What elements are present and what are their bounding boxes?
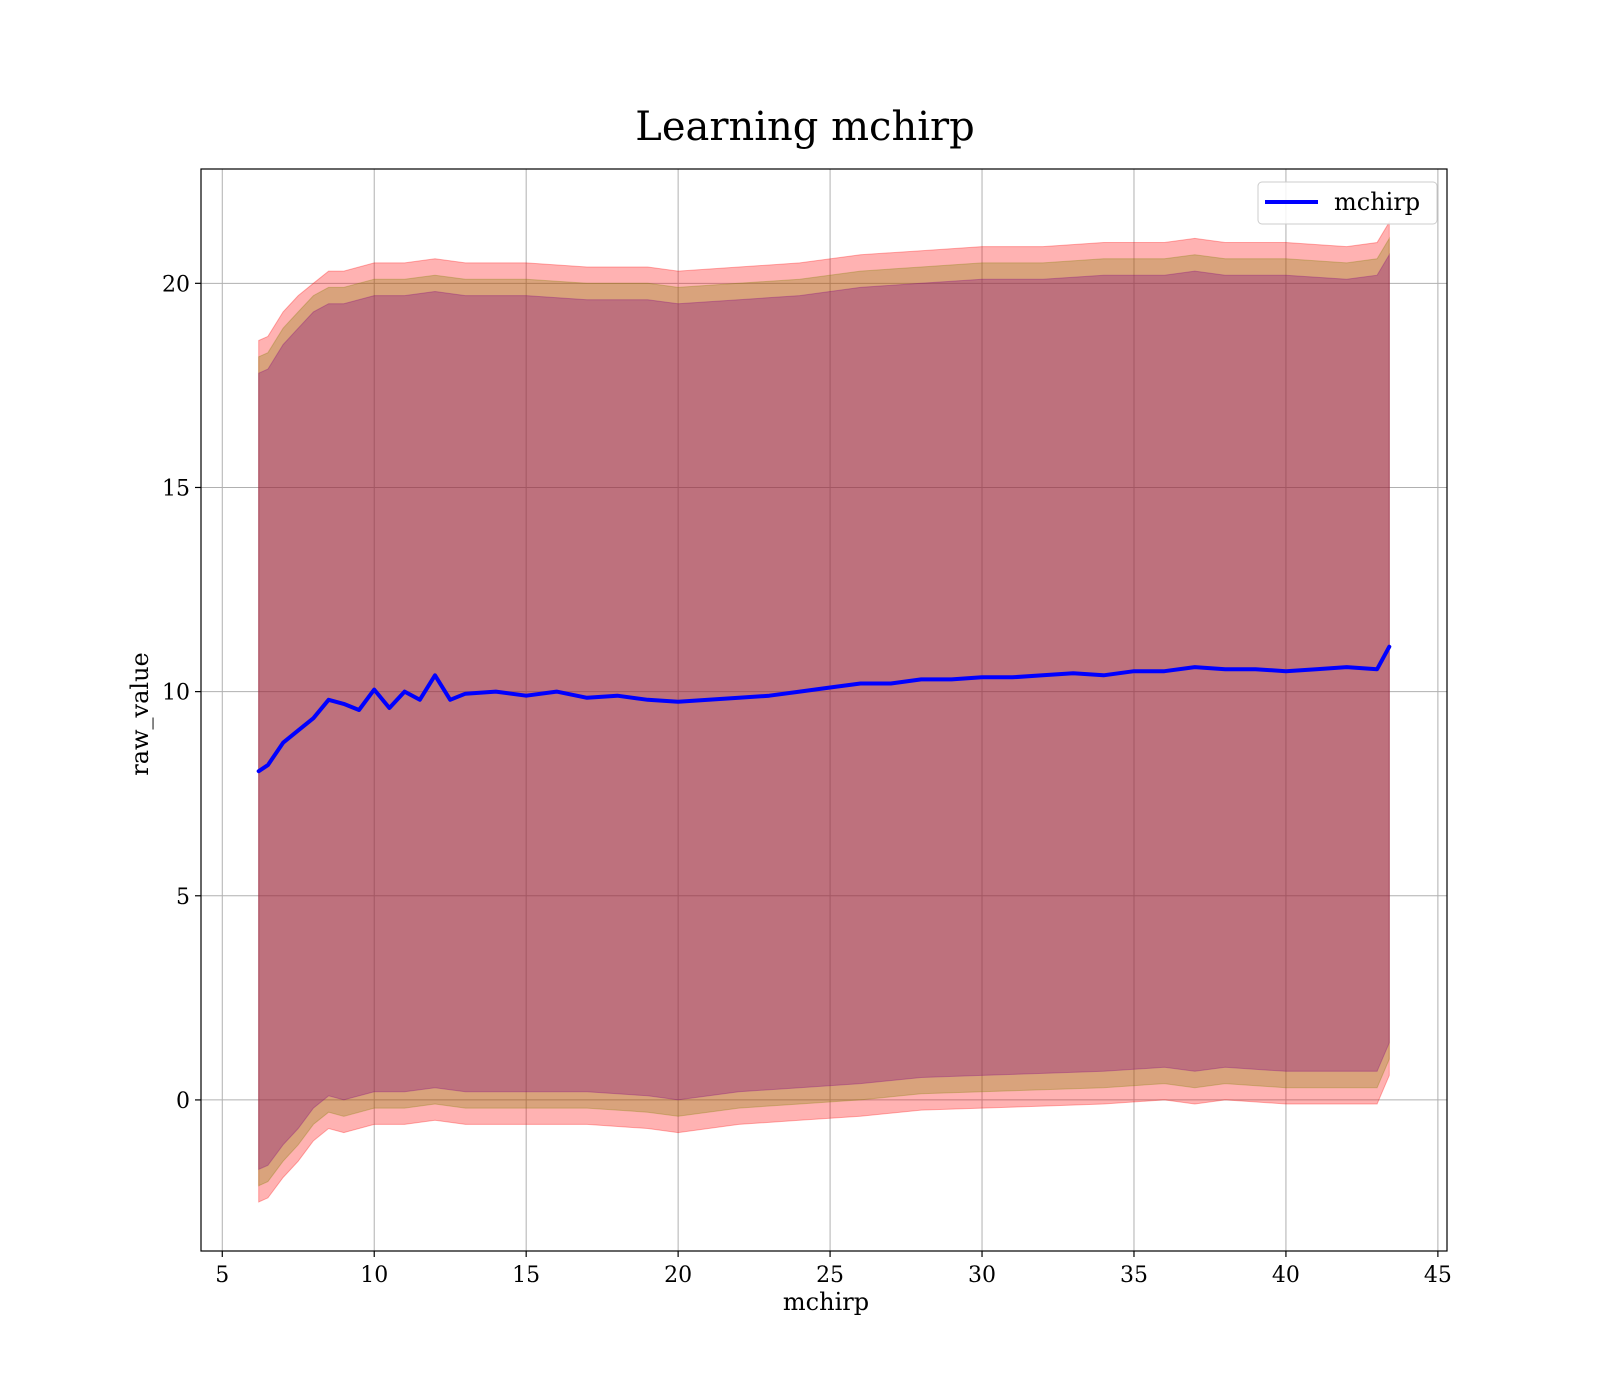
x-tick-label: 20 xyxy=(664,1263,692,1288)
chart-title: Learning mchirp xyxy=(635,104,974,150)
x-axis-ticks: 5 10 15 20 25 30 35 40 45 xyxy=(215,1251,1452,1288)
x-tick-label: 30 xyxy=(968,1263,996,1288)
series-lines xyxy=(256,644,1392,774)
x-tick-label: 10 xyxy=(360,1263,388,1288)
y-axis-ticks: 0 5 10 15 20 xyxy=(162,272,201,1114)
band-2 xyxy=(258,252,1390,1171)
y-tick-label: 15 xyxy=(162,476,190,501)
series-line-0 xyxy=(256,644,1392,774)
legend: mchirp xyxy=(1257,181,1438,225)
band-0 xyxy=(258,220,1390,1203)
x-tick-label: 45 xyxy=(1424,1263,1452,1288)
y-tick-label: 20 xyxy=(162,272,190,297)
band-1 xyxy=(258,236,1390,1187)
y-axis-label: raw_value xyxy=(126,652,154,776)
legend-label: mchirp xyxy=(1334,188,1420,216)
x-axis-label: mchirp xyxy=(783,1288,869,1316)
x-tick-label: 35 xyxy=(1120,1263,1148,1288)
y-tick-label: 5 xyxy=(176,885,190,910)
plot-frame xyxy=(200,168,1448,1252)
legend-box xyxy=(1257,181,1438,225)
x-tick-label: 40 xyxy=(1272,1263,1300,1288)
x-tick-label: 15 xyxy=(512,1263,540,1288)
x-tick-label: 5 xyxy=(215,1263,229,1288)
y-tick-label: 0 xyxy=(176,1089,190,1114)
x-tick-label: 25 xyxy=(816,1263,844,1288)
grid xyxy=(201,169,1447,1251)
confidence-bands xyxy=(258,220,1390,1203)
y-tick-label: 10 xyxy=(162,681,190,706)
